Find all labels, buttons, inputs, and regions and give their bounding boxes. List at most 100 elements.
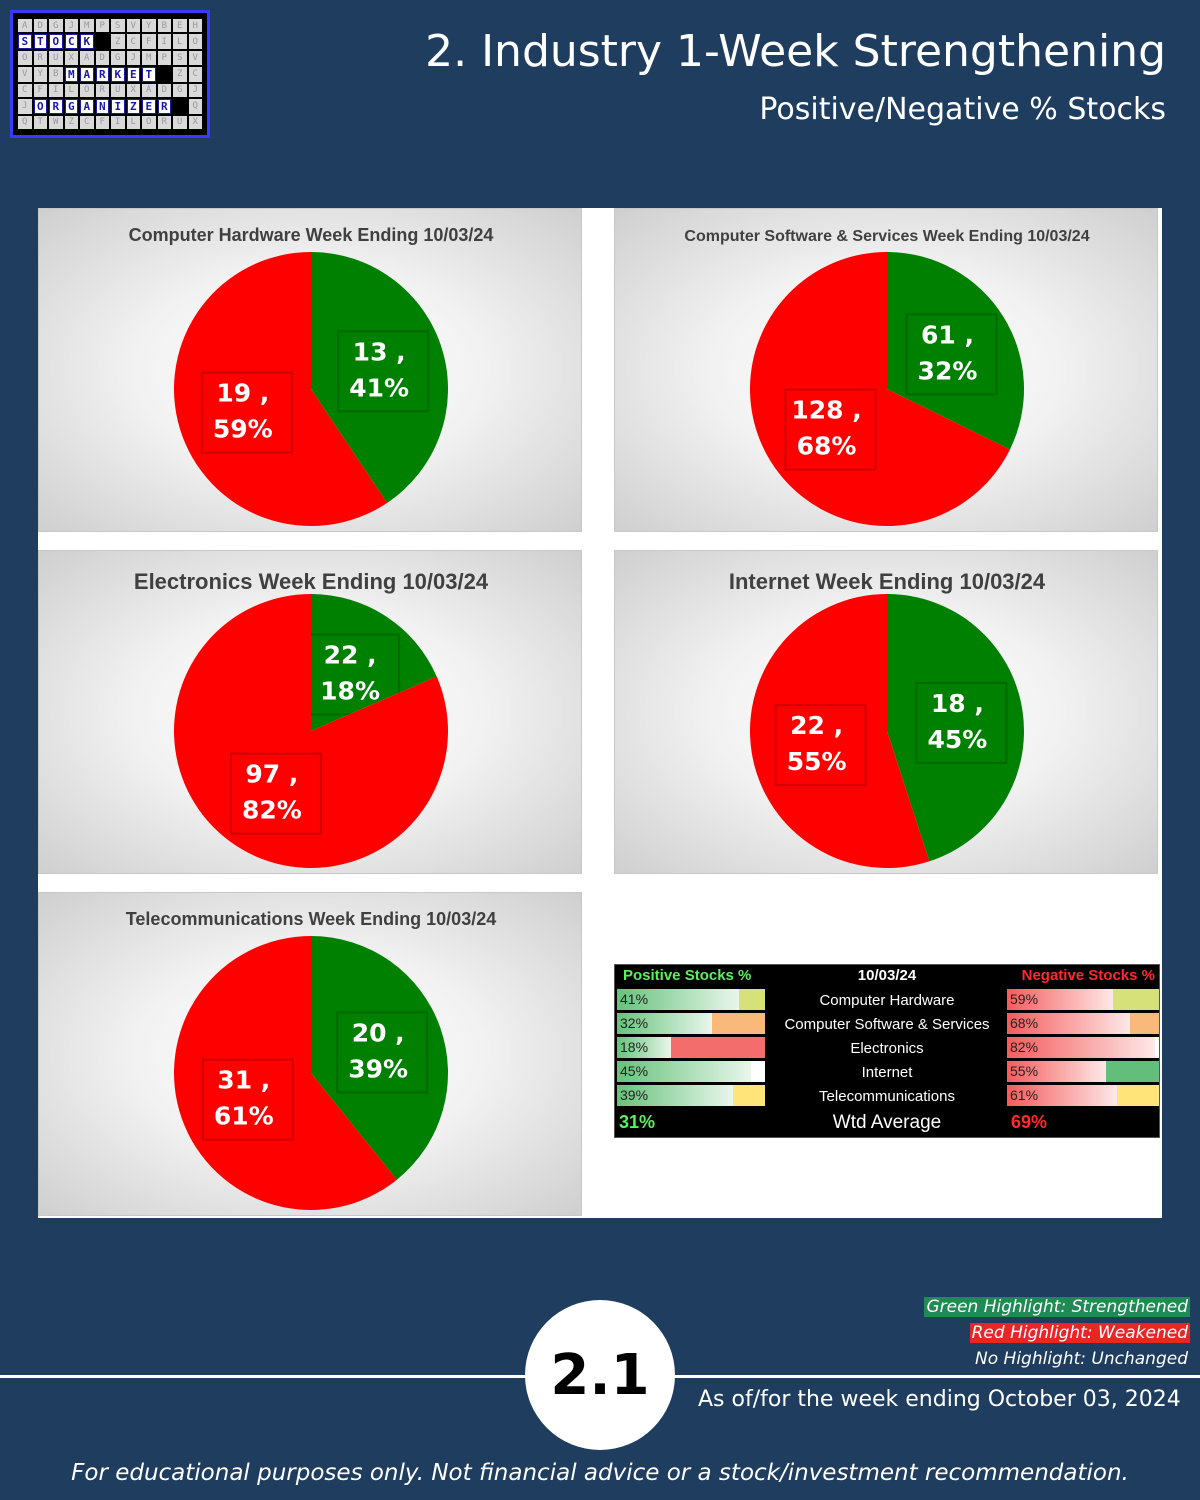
logo-cell: I: [49, 83, 63, 97]
chart-title: Internet Week Ending 10/03/24: [729, 569, 1046, 594]
logo-cell: E: [126, 66, 140, 82]
logo-cell: [173, 98, 187, 114]
positive-bar: [617, 1085, 733, 1106]
logo-cell: P: [157, 51, 171, 65]
table-row: 18% Electronics 82%: [615, 1037, 1159, 1060]
logo-cell: Y: [142, 19, 156, 33]
logo-cell: I: [111, 115, 125, 129]
logo-cell: V: [188, 51, 202, 65]
positive-bar: [617, 1037, 671, 1058]
logo-cell: M: [142, 51, 156, 65]
page-title: 2. Industry 1-Week Strengthening: [425, 26, 1166, 77]
pie-svg: Computer Hardware Week Ending 10/03/24 13…: [129, 225, 494, 526]
positive-flag: [751, 1061, 765, 1082]
slice-percent-label: 45%: [927, 725, 987, 754]
logo-cell: X: [188, 115, 202, 129]
logo-cell: R: [95, 83, 109, 97]
slice-count-label: 61 ,: [921, 320, 974, 349]
chart-title: Computer Hardware Week Ending 10/03/24: [129, 225, 494, 245]
logo-cell: A: [142, 83, 156, 97]
logo-cell: A: [18, 19, 32, 33]
table-header: Positive Stocks % 10/03/24 Negative Stoc…: [615, 965, 1159, 988]
positive-value: 41%: [620, 991, 649, 1007]
positive-flag: [733, 1085, 765, 1106]
slice-percent-label: 55%: [787, 747, 847, 776]
logo-cell: L: [173, 34, 187, 50]
negative-cell: 59%: [1007, 989, 1159, 1010]
logo-cell: K: [80, 34, 94, 50]
label-shadow: [774, 704, 867, 787]
logo-cell: G: [111, 51, 125, 65]
slice-percent-label: 82%: [242, 796, 302, 825]
logo-cell: N: [95, 98, 109, 114]
negative-value: 59%: [1010, 991, 1039, 1007]
negative-value: 68%: [1010, 1015, 1039, 1031]
positive-cell: 41%: [617, 989, 765, 1010]
slice-percent-label: 39%: [348, 1054, 408, 1083]
logo-cell: J: [18, 98, 32, 114]
logo-cell: D: [33, 19, 47, 33]
logo-cell: A: [80, 66, 94, 82]
negative-cell: 61%: [1007, 1085, 1159, 1106]
logo-cell: A: [80, 98, 94, 114]
slice-count-label: 128 ,: [791, 396, 861, 425]
logo-cell: O: [80, 83, 94, 97]
industry-name: Electronics: [850, 1040, 924, 1057]
logo-cell: E: [142, 98, 156, 114]
industry-name: Telecommunications: [819, 1088, 955, 1105]
slice-count-label: 22 ,: [790, 711, 843, 740]
slice-count-label: 19 ,: [216, 379, 269, 408]
slice-percent-label: 18%: [320, 676, 380, 705]
disclaimer: For educational purposes only. Not finan…: [71, 1460, 1129, 1486]
logo-cell: Z: [64, 115, 78, 129]
negative-bar: [1007, 1037, 1155, 1058]
negative-value: 61%: [1010, 1087, 1039, 1103]
label-shadow: [229, 752, 322, 835]
negative-bar: [1007, 1061, 1106, 1082]
label-shadow: [337, 330, 430, 413]
slice-count-label: 97 ,: [245, 760, 298, 789]
logo-cell: E: [173, 19, 187, 33]
logo-cell: B: [157, 19, 171, 33]
logo-cell: W: [49, 115, 63, 129]
logo-cell: T: [33, 34, 47, 50]
logo-cell: M: [80, 19, 94, 33]
logo-cell: G: [49, 19, 63, 33]
table-row: 45% Internet 55%: [615, 1061, 1159, 1084]
logo-cell: L: [126, 115, 140, 129]
slice-percent-label: 61%: [214, 1102, 274, 1131]
pie-chart-internet: Internet Week Ending 10/03/24 18 , 45% 22 ,…: [614, 550, 1158, 874]
logo-cell: O: [49, 34, 63, 50]
negative-flag: [1155, 1037, 1159, 1058]
logo-cell: P: [95, 19, 109, 33]
page-subtitle: Positive/Negative % Stocks: [759, 92, 1166, 127]
slice-count-label: 18 ,: [931, 689, 984, 718]
pie-slice-positive: [311, 936, 448, 1180]
pie-slice-negative: [749, 594, 930, 868]
positive-bar: [617, 1013, 712, 1034]
negative-value: 82%: [1010, 1039, 1039, 1055]
logo-cell: B: [49, 66, 63, 82]
section-badge: 2.1: [525, 1300, 675, 1450]
negative-bar: [1007, 1085, 1117, 1106]
positive-value: 45%: [620, 1063, 649, 1079]
logo-cell: Q: [188, 98, 202, 114]
table-row: 32% Computer Software & Services 68%: [615, 1013, 1159, 1036]
header-positive: Positive Stocks %: [623, 967, 752, 984]
pie-svg: Electronics Week Ending 10/03/24 22 , 18% 9…: [134, 569, 489, 868]
logo-cell: O: [142, 115, 156, 129]
charts-panel: Computer Hardware Week Ending 10/03/24 13…: [38, 208, 1162, 1218]
logo-cell: [157, 66, 171, 82]
positive-cell: 32%: [617, 1013, 765, 1034]
logo-cell: T: [33, 115, 47, 129]
pie-chart-computer-software: Computer Software & Services Week Ending…: [614, 208, 1158, 532]
positive-value: 39%: [620, 1087, 649, 1103]
slice-count-label: 22 ,: [324, 640, 377, 669]
chart-title: Telecommunications Week Ending 10/03/24: [126, 909, 496, 929]
logo-cell: S: [111, 19, 125, 33]
positive-cell: 18%: [617, 1037, 765, 1058]
label-shadow: [200, 371, 293, 454]
table-row: 39% Telecommunications 61%: [615, 1085, 1159, 1108]
pie-chart-telecommunications: Telecommunications Week Ending 10/03/24 2…: [38, 892, 582, 1216]
